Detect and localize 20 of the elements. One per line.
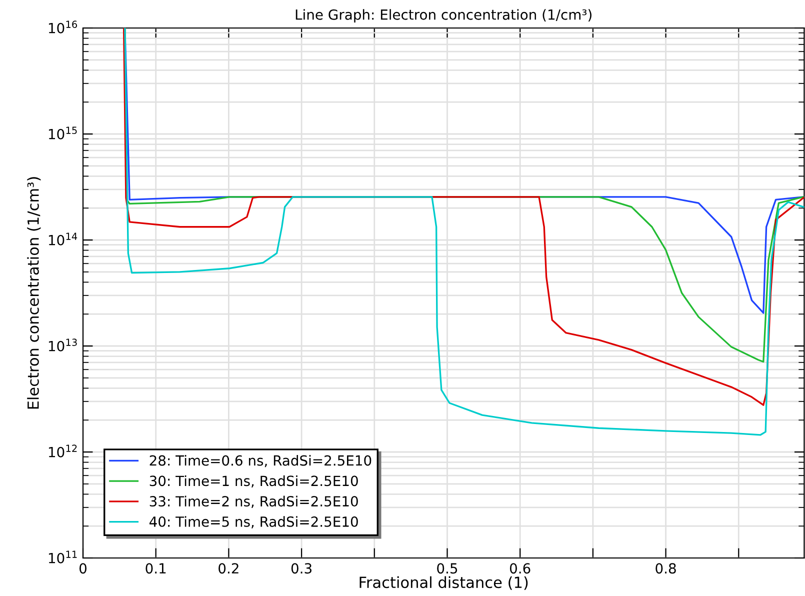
legend-label: 30: Time=1 ns, RadSi=2.5E10 <box>150 475 358 488</box>
x-tick-label: 0.8 <box>656 563 676 574</box>
x-tick-label: 0.6 <box>510 563 530 574</box>
legend-label: 33: Time=2 ns, RadSi=2.5E10 <box>150 496 358 508</box>
x-tick-label: 0 <box>79 563 86 574</box>
legend-label: 40: Time=5 ns, RadSi=2.5E10 <box>149 516 358 528</box>
x-axis-title: Fractional distance (1) <box>360 576 528 590</box>
y-axis-title: Electron concentration (1/cm³) <box>27 177 41 409</box>
y-tick-label: 10$^{11}$ <box>48 550 77 564</box>
y-tick-label: 10$^{16}$ <box>48 20 78 34</box>
legend-label: 28: Time=0.6 ns, RadSi=2.5E10 <box>150 455 372 468</box>
x-tick-label: 0.5 <box>437 563 458 574</box>
x-tick-label: 0.1 <box>146 563 166 574</box>
y-tick-label: 10$^{14}$ <box>48 232 78 246</box>
x-tick-label: 0.2 <box>218 563 238 574</box>
y-tick-label: 10$^{13}$ <box>48 338 77 352</box>
y-tick-label: 10$^{15}$ <box>48 126 77 140</box>
chart-title: Line Graph: Electron concentration (1/cm³) <box>296 9 592 23</box>
x-tick-label: 0.3 <box>291 563 312 574</box>
y-tick-label: 10$^{12}$ <box>48 444 77 458</box>
